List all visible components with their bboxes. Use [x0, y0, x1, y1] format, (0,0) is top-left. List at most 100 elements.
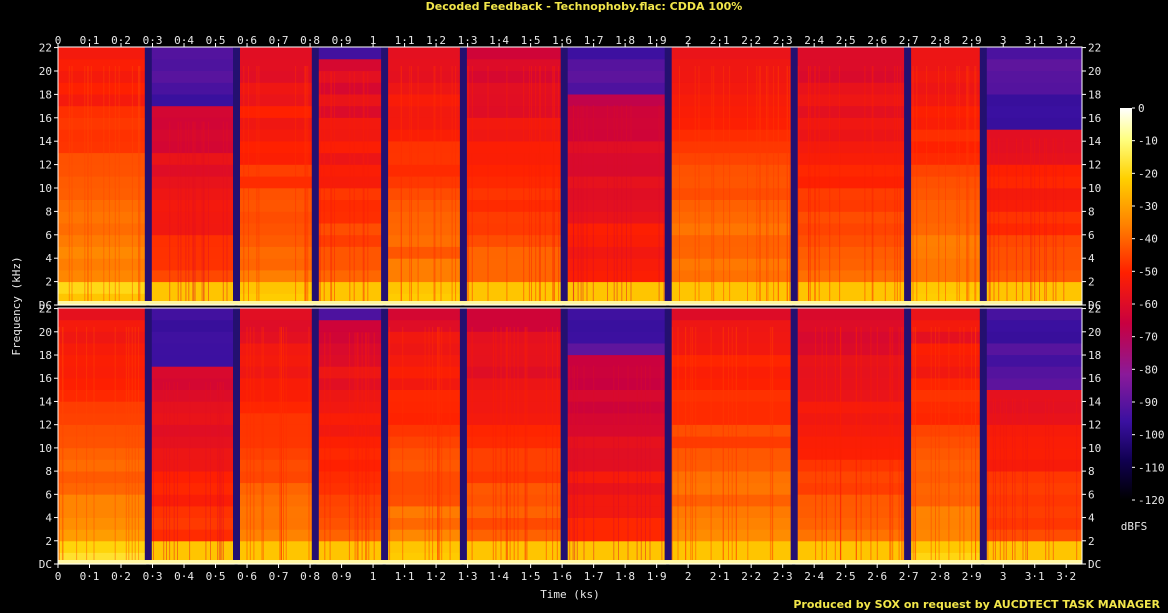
spectral-band: [316, 308, 383, 321]
spectral-band: [908, 105, 982, 118]
spectral-band: [565, 447, 667, 460]
spectral-band: [669, 377, 793, 390]
texture-line: [218, 382, 220, 564]
texture-line: [713, 66, 715, 305]
texture-line: [710, 326, 712, 564]
spectral-band: [149, 258, 235, 271]
x-tick-label: 2: [685, 34, 692, 47]
texture-line: [556, 326, 558, 564]
spectral-band: [149, 377, 235, 390]
segment-6: [464, 47, 563, 306]
spectral-band: [316, 389, 383, 402]
spectral-band: [565, 505, 667, 518]
y-tick-label: 16: [39, 372, 52, 385]
spectral-band: [984, 234, 1082, 247]
texture-line: [901, 326, 903, 564]
x-tick-label: 0·8: [300, 570, 320, 583]
spectral-band: [795, 517, 906, 530]
spectral-band: [565, 105, 667, 118]
spectral-band: [58, 152, 147, 165]
spectral-band: [237, 152, 314, 165]
spectral-band: [385, 470, 462, 484]
spectral-band: [385, 258, 462, 271]
spectral-band: [237, 389, 314, 402]
spectral-band: [58, 436, 147, 449]
spectral-band: [149, 152, 235, 165]
spectral-band: [908, 482, 982, 495]
segment-9: [795, 308, 906, 565]
texture-line: [839, 66, 841, 305]
spectral-band: [237, 494, 314, 507]
spectral-band: [565, 436, 667, 449]
spectral-band: [464, 176, 563, 189]
y-tick-label: 6: [1088, 488, 1095, 501]
spectral-band: [565, 187, 667, 200]
spectral-band: [58, 211, 147, 224]
spectral-band: [908, 529, 982, 542]
texture-line: [636, 365, 638, 564]
spectral-band: [149, 389, 235, 402]
x-tick-label: 1·4: [489, 570, 509, 583]
texture-line: [545, 326, 547, 564]
spectral-band: [908, 93, 982, 107]
spectral-band: [908, 470, 982, 484]
texture-line: [988, 138, 990, 305]
texture-line: [1003, 398, 1005, 564]
texture-line: [93, 326, 95, 564]
spectral-band: [565, 47, 667, 60]
spectral-band: [795, 401, 906, 414]
silence-gap: [233, 47, 240, 305]
texture-line: [90, 66, 92, 305]
texture-line: [1076, 398, 1078, 564]
spectral-band: [565, 222, 667, 236]
spectral-band: [984, 377, 1082, 390]
spectral-band: [58, 540, 147, 553]
spectral-band: [385, 540, 462, 553]
texture-line: [495, 326, 497, 564]
spectral-band: [385, 424, 462, 437]
texture-line: [468, 66, 470, 305]
spectral-band: [464, 258, 563, 271]
spectral-band: [669, 70, 793, 83]
y-tick-label: 22: [39, 42, 52, 55]
spectral-band: [565, 354, 667, 367]
texture-line: [304, 66, 306, 305]
texture-line: [808, 66, 810, 305]
texture-line: [526, 326, 528, 564]
y-tick-label: 22: [1088, 303, 1101, 316]
texture-line: [169, 121, 171, 305]
spectral-band: [984, 117, 1082, 130]
spectral-band: [565, 517, 667, 530]
spectral-band: [316, 164, 383, 177]
texture-line: [509, 326, 511, 564]
spectral-band: [464, 389, 563, 402]
spectral-band: [316, 436, 383, 449]
texture-line: [138, 66, 140, 305]
spectral-band: [385, 482, 462, 495]
spectral-band: [385, 152, 462, 165]
segment-2: [149, 47, 235, 306]
spectral-band: [237, 505, 314, 518]
y-tick-label: DC: [39, 558, 52, 571]
texture-line: [500, 326, 502, 564]
x-tick-label: 0·6: [237, 570, 257, 583]
spectral-band: [984, 412, 1082, 425]
y-tick-label: 4: [45, 512, 52, 525]
segment-9: [795, 47, 906, 306]
spectral-band: [237, 105, 314, 118]
y-tick-label: 18: [39, 88, 52, 101]
x-tick-label: 1·4: [489, 34, 509, 47]
texture-line: [208, 121, 209, 305]
x-tick-label: 1·5: [521, 570, 541, 583]
texture-line: [797, 66, 799, 305]
x-tick-label: 0·4: [174, 34, 194, 47]
spectral-band: [565, 93, 667, 107]
texture-line: [433, 66, 435, 305]
texture-line: [59, 326, 60, 564]
spectral-band: [984, 82, 1082, 95]
texture-line: [402, 326, 404, 564]
spectral-band: [316, 211, 383, 224]
spectral-band: [669, 281, 793, 294]
texture-line: [912, 326, 914, 564]
texture-line: [1014, 398, 1016, 564]
